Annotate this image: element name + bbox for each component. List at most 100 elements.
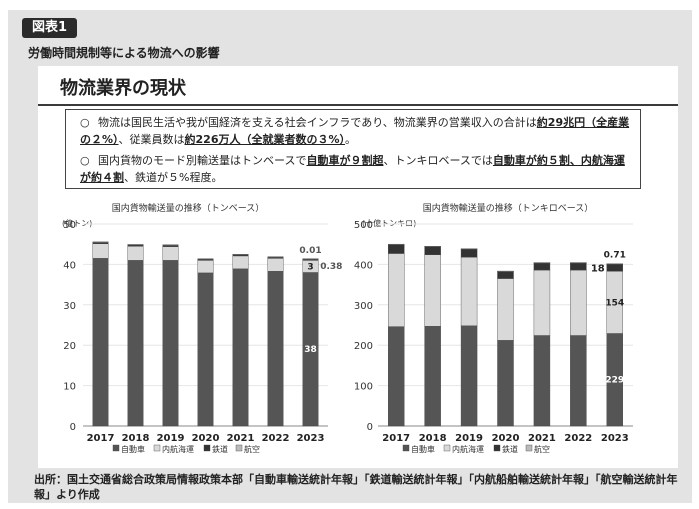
legend-swatch (443, 444, 451, 452)
bar-segment-航空 (92, 241, 109, 243)
bar-segment-内航海運 (162, 246, 179, 261)
y-tick-label: 40 (63, 260, 76, 271)
legend-swatch (402, 444, 410, 452)
y-axis-unit: (十億トンキロ) (362, 218, 416, 228)
legend-swatch (112, 444, 120, 452)
bar-segment-鉄道 (460, 248, 478, 258)
legend-swatch (203, 444, 211, 452)
bar-segment-鉄道 (606, 263, 623, 272)
legend-swatch (493, 444, 501, 452)
x-tick-label: 2021 (528, 433, 556, 444)
summary-box: ○ 物流は国民生活や我が国経済を支える社会インフラであり、物流業界の営業収入の合計… (65, 109, 641, 189)
legend-label: 鉄道 (502, 444, 518, 454)
y-tick-label: 20 (63, 341, 76, 352)
bar-segment-航空 (388, 243, 405, 245)
note-text: 、鉄道が５%程度。 (124, 171, 223, 184)
bar-segment-自動車 (92, 258, 109, 427)
bar-segment-内航海運 (570, 269, 587, 336)
bar-segment-自動車 (232, 268, 249, 427)
note-emphasis: 自動車が約５割、内航海運が約４割 (80, 154, 625, 184)
figure-subtitle: 労働時間規制等による物流への影響 (28, 46, 220, 60)
y-tick-label: 400 (354, 260, 373, 271)
summary-note-1: ○ 物流は国民生活や我が国経済を支える社会インフラであり、物流業界の営業収入の合計… (80, 114, 632, 148)
bar-segment-鉄道 (533, 262, 551, 271)
chart-title: 国内貨物輸送量の推移（トンベース） (112, 202, 265, 214)
legend-label: 内航海運 (452, 444, 484, 454)
bar-segment-内航海運 (388, 253, 405, 327)
y-tick-label: 0 (367, 422, 373, 433)
x-tick-label: 2022 (564, 433, 592, 444)
bar-segment-自動車 (162, 260, 179, 427)
x-tick-label: 2018 (122, 433, 150, 444)
bar-segment-鉄道 (570, 262, 587, 271)
bar-segment-航空 (162, 244, 179, 246)
bar-segment-自動車 (570, 335, 587, 427)
x-tick-label: 2019 (157, 433, 185, 444)
bar-segment-鉄道 (497, 271, 514, 279)
y-tick-label: 50 (63, 220, 76, 231)
bar-segment-自動車 (460, 325, 478, 427)
bar-segment-自動車 (127, 260, 144, 427)
data-label-koku: 0.71 (604, 251, 626, 261)
data-label-naiko: 3 (307, 262, 313, 272)
bar-segment-鉄道 (388, 244, 405, 254)
y-tick-label: 10 (63, 382, 76, 393)
panel-title: 物流業界の現状 (60, 78, 186, 99)
data-label-auto: 38 (304, 345, 317, 355)
bar-segment-航空 (460, 248, 478, 250)
legend-label: 鉄道 (212, 444, 228, 454)
note-text: 。 (345, 133, 357, 146)
bar-segment-自動車 (267, 271, 284, 427)
x-tick-label: 2017 (87, 433, 115, 444)
bar-segment-航空 (197, 258, 214, 260)
y-tick-label: 100 (354, 382, 373, 393)
bullet-mark: ○ (80, 154, 90, 167)
bar-segment-内航海運 (497, 278, 514, 341)
legend-swatch (153, 444, 161, 452)
legend-swatch (235, 444, 243, 452)
bar-segment-自動車 (388, 326, 405, 427)
bar-segment-内航海運 (197, 260, 214, 274)
bar-segment-航空 (606, 263, 623, 265)
bar-segment-内航海運 (267, 258, 284, 272)
bar-segment-内航海運 (460, 256, 478, 327)
summary-note-2: ○ 国内貨物のモード別輸送量はトンベースで自動車が９割超、トンキロベースでは自動車… (80, 152, 632, 186)
y-tick-label: 30 (63, 301, 76, 312)
x-tick-label: 2021 (227, 433, 255, 444)
legend-swatch (525, 444, 533, 452)
bullet-mark: ○ (80, 116, 90, 129)
x-tick-label: 2023 (297, 433, 325, 444)
data-label-naiko: 154 (605, 298, 624, 308)
y-tick-label: 500 (354, 220, 373, 231)
note-text: 物流は国民生活や我が国経済を支える社会インフラであり、物流業界の営業収入の合計は (98, 116, 537, 129)
x-tick-label: 2022 (262, 433, 290, 444)
note-emphasis: 約29兆円（全産業の２%） (80, 116, 630, 146)
note-text: 、従業員数は (118, 133, 185, 146)
bar-segment-内航海運 (127, 246, 144, 261)
legend-label: 航空 (244, 444, 260, 454)
data-label-tetsudo: 18 (591, 264, 605, 275)
bar-segment-航空 (302, 258, 319, 260)
x-tick-label: 2020 (192, 433, 220, 444)
bar-segment-航空 (232, 254, 249, 256)
chart-title: 国内貨物輸送量の推移（トンキロベース） (423, 202, 594, 214)
figure-frame: 図表1 労働時間規制等による物流への影響 物流業界の現状 ○ 物流は国民生活や我が… (8, 10, 692, 503)
y-tick-label: 0 (70, 422, 76, 433)
note-emphasis: 自動車が９割超 (306, 154, 384, 167)
bar-segment-鉄道 (424, 246, 441, 255)
bar-segment-航空 (267, 256, 284, 258)
bar-segment-航空 (424, 246, 441, 248)
source-note: 出所：国土交通省総合政策局情報政策本部「自動車輸送統計年報」「鉄道輸送統計年報」… (34, 473, 678, 501)
title-divider (38, 104, 678, 106)
bar-segment-内航海運 (424, 254, 441, 327)
x-tick-label: 2018 (419, 433, 447, 444)
legend-label: 航空 (534, 444, 550, 454)
bar-segment-航空 (497, 270, 514, 272)
bar-segment-自動車 (497, 340, 514, 427)
y-axis-unit: (億トン) (62, 218, 92, 228)
bar-segment-内航海運 (92, 243, 109, 259)
y-tick-label: 200 (354, 341, 373, 352)
x-tick-label: 2019 (455, 433, 483, 444)
bar-segment-自動車 (197, 272, 214, 427)
